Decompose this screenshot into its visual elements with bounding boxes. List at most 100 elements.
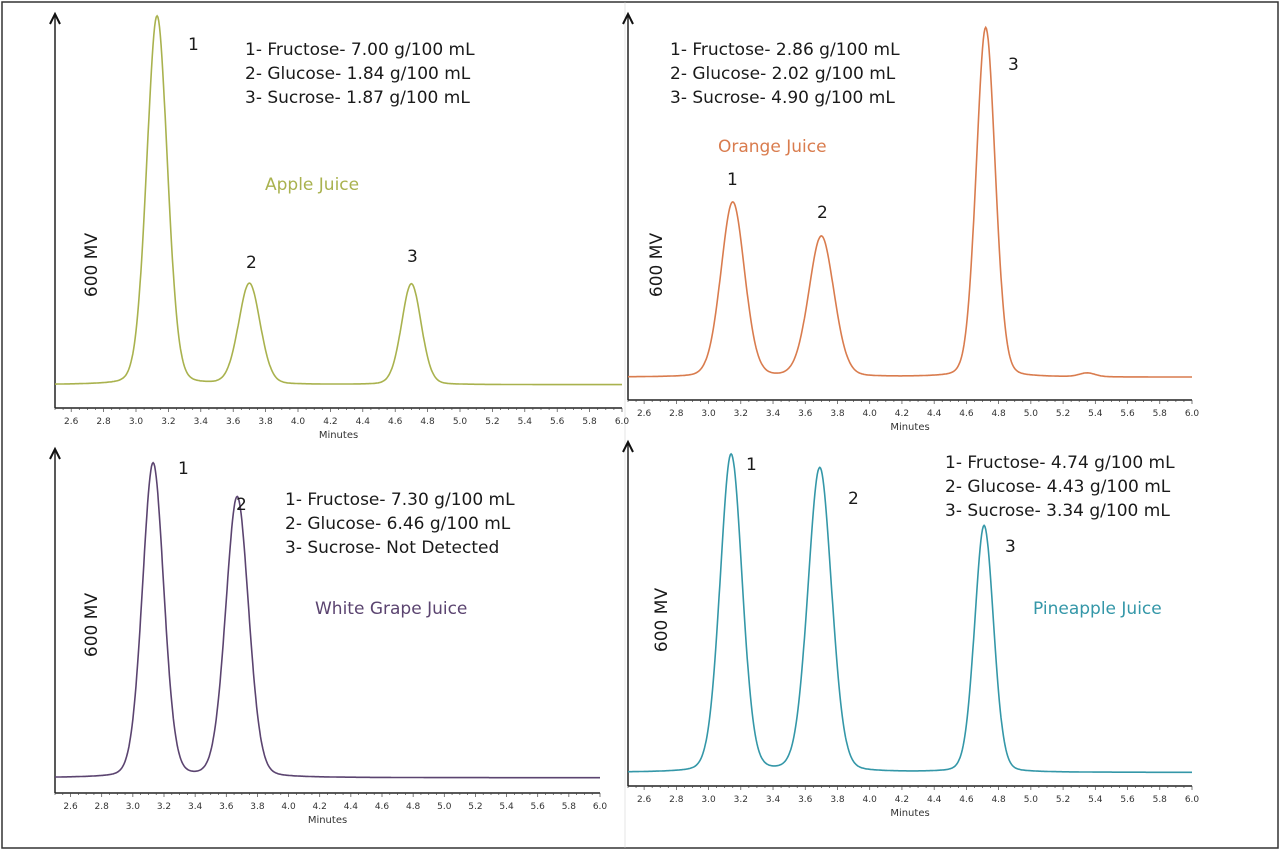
sample-name: Orange Juice xyxy=(718,137,827,157)
x-tick-label: 3.2 xyxy=(734,409,748,419)
x-axis-label: Minutes xyxy=(890,808,929,819)
x-tick-label: 2.8 xyxy=(669,795,684,805)
x-tick-label: 4.8 xyxy=(991,795,1006,805)
x-tick-label: 5.0 xyxy=(437,802,452,812)
x-axis-label: Minutes xyxy=(319,430,358,441)
sample-name: Apple Juice xyxy=(265,175,359,195)
sample-name: Pineapple Juice xyxy=(1033,599,1162,619)
x-tick-label: 3.0 xyxy=(129,417,144,427)
x-tick-label: 5.4 xyxy=(499,802,514,812)
x-tick-label: 4.4 xyxy=(927,409,942,419)
x-tick-label: 2.6 xyxy=(637,795,652,805)
x-tick-label: 2.6 xyxy=(63,802,78,812)
x-tick-label: 3.8 xyxy=(830,409,845,419)
x-tick-label: 4.8 xyxy=(420,417,435,427)
x-tick-label: 3.0 xyxy=(126,802,141,812)
x-tick-label: 4.4 xyxy=(344,802,359,812)
x-tick-label: 4.6 xyxy=(959,409,974,419)
x-tick-label: 6.0 xyxy=(1185,409,1200,419)
x-tick-label: 6.0 xyxy=(1185,795,1200,805)
x-tick-label: 2.8 xyxy=(669,409,684,419)
x-tick-label: 3.6 xyxy=(226,417,241,427)
peak-label: 3 xyxy=(407,247,418,267)
peak-label: 1 xyxy=(746,455,757,475)
x-tick-label: 3.2 xyxy=(161,417,175,427)
x-tick-label: 5.0 xyxy=(453,417,468,427)
x-tick-label: 3.8 xyxy=(258,417,273,427)
x-tick-label: 4.8 xyxy=(406,802,421,812)
peak-label: 1 xyxy=(188,35,199,55)
x-tick-label: 5.4 xyxy=(1088,795,1103,805)
x-tick-label: 5.4 xyxy=(1088,409,1103,419)
x-tick-label: 5.2 xyxy=(468,802,482,812)
x-tick-label: 5.6 xyxy=(531,802,546,812)
x-tick-label: 4.0 xyxy=(863,409,878,419)
x-tick-label: 4.0 xyxy=(863,795,878,805)
x-tick-label: 5.2 xyxy=(1056,795,1070,805)
x-tick-label: 3.6 xyxy=(219,802,234,812)
x-tick-label: 5.4 xyxy=(518,417,533,427)
concentration-annotation: 2- Glucose- 2.02 g/100 mL xyxy=(670,64,896,84)
x-tick-label: 3.0 xyxy=(701,409,716,419)
x-tick-label: 3.2 xyxy=(734,795,748,805)
concentration-annotation: 3- Sucrose- Not Detected xyxy=(285,538,499,558)
x-tick-label: 4.6 xyxy=(375,802,390,812)
chart-panel-4: 2.6 2.8 3.0 3.2 3.4 3.6 3.8 4.0 4.2 4.4 4.6 4.8 5.0 5… xyxy=(622,439,1200,819)
peak-label: 3 xyxy=(1005,537,1016,557)
chart-panel-1: 2.6 2.8 3.0 3.2 3.4 3.6 3.8 4.0 4.2 4.4 4.6 4.8 5.0 5… xyxy=(49,11,629,441)
concentration-annotation: 3- Sucrose- 4.90 g/100 mL xyxy=(670,88,895,108)
x-tick-label: 5.0 xyxy=(1024,409,1039,419)
x-tick-label: 2.8 xyxy=(96,417,111,427)
x-tick-label: 3.4 xyxy=(766,409,781,419)
sample-name: White Grape Juice xyxy=(315,599,467,619)
concentration-annotation: 2- Glucose- 1.84 g/100 mL xyxy=(245,64,471,84)
concentration-annotation: 1- Fructose- 7.30 g/100 mL xyxy=(285,490,515,510)
x-tick-label: 5.8 xyxy=(582,417,597,427)
x-tick-label: 3.4 xyxy=(194,417,209,427)
x-axis-label: Minutes xyxy=(890,422,929,433)
y-axis-arrow-icon xyxy=(622,439,634,453)
chart-panel-2: 2.6 2.8 3.0 3.2 3.4 3.6 3.8 4.0 4.2 4.4 4.6 4.8 5.0 5… xyxy=(622,11,1200,433)
peak-label: 1 xyxy=(178,459,189,479)
x-tick-label: 5.6 xyxy=(1120,409,1135,419)
peak-label: 3 xyxy=(1008,55,1019,75)
x-tick-label: 3.8 xyxy=(830,795,845,805)
x-tick-label: 4.4 xyxy=(356,417,371,427)
x-tick-label: 4.0 xyxy=(281,802,296,812)
x-tick-label: 5.2 xyxy=(1056,409,1070,419)
x-tick-label: 3.2 xyxy=(157,802,171,812)
chromatogram-trace xyxy=(55,14,622,386)
x-tick-label: 3.4 xyxy=(188,802,203,812)
peak-label: 2 xyxy=(246,253,257,273)
y-axis-label: 600 MV xyxy=(647,233,667,298)
peak-label: 2 xyxy=(236,495,247,515)
y-axis-label: 600 MV xyxy=(82,233,102,298)
x-tick-label: 3.6 xyxy=(798,409,813,419)
x-tick-label: 4.2 xyxy=(895,795,909,805)
concentration-annotation: 1- Fructose- 2.86 g/100 mL xyxy=(670,40,900,60)
x-tick-label: 5.6 xyxy=(1120,795,1135,805)
x-tick-label: 2.6 xyxy=(64,417,79,427)
x-tick-label: 5.6 xyxy=(550,417,565,427)
y-axis-label: 600 MV xyxy=(652,588,672,653)
x-tick-label: 4.2 xyxy=(895,409,909,419)
y-axis-label: 600 MV xyxy=(82,593,102,658)
peak-label: 2 xyxy=(848,489,859,509)
x-tick-label: 4.2 xyxy=(313,802,327,812)
x-tick-label: 4.4 xyxy=(927,795,942,805)
chromatogram-trace xyxy=(55,461,600,779)
peak-label: 2 xyxy=(817,203,828,223)
x-tick-label: 4.0 xyxy=(291,417,306,427)
x-tick-label: 3.4 xyxy=(766,795,781,805)
x-tick-label: 4.6 xyxy=(388,417,403,427)
x-tick-label: 3.8 xyxy=(250,802,265,812)
chromatogram-trace xyxy=(628,452,1192,774)
x-tick-label: 5.8 xyxy=(562,802,577,812)
x-tick-label: 6.0 xyxy=(593,802,608,812)
concentration-annotation: 2- Glucose- 6.46 g/100 mL xyxy=(285,514,511,534)
concentration-annotation: 1- Fructose- 7.00 g/100 mL xyxy=(245,40,475,60)
x-tick-label: 5.8 xyxy=(1153,795,1168,805)
concentration-annotation: 3- Sucrose- 1.87 g/100 mL xyxy=(245,88,470,108)
